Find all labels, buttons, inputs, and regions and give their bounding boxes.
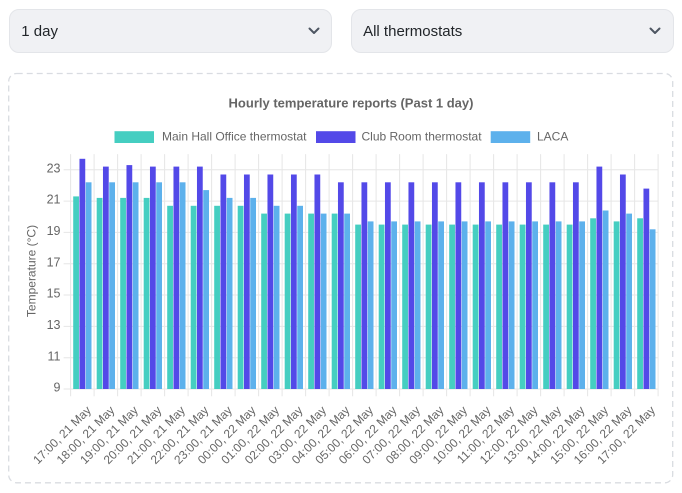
svg-text:11: 11 bbox=[48, 349, 61, 363]
svg-text:21: 21 bbox=[47, 193, 61, 207]
svg-text:13: 13 bbox=[47, 318, 61, 332]
svg-text:LACA: LACA bbox=[537, 130, 568, 144]
svg-text:17: 17 bbox=[47, 255, 61, 269]
svg-text:15: 15 bbox=[47, 287, 61, 301]
svg-text:Main Hall Office thermostat: Main Hall Office thermostat bbox=[162, 130, 307, 144]
svg-text:Club Room thermostat: Club Room thermostat bbox=[362, 130, 483, 144]
svg-text:9: 9 bbox=[54, 381, 61, 395]
svg-text:Temperature (°C): Temperature (°C) bbox=[25, 225, 39, 317]
svg-text:19: 19 bbox=[47, 224, 61, 238]
svg-text:Hourly temperature reports (Pa: Hourly temperature reports (Past 1 day) bbox=[229, 96, 474, 111]
svg-text:23: 23 bbox=[47, 161, 61, 175]
